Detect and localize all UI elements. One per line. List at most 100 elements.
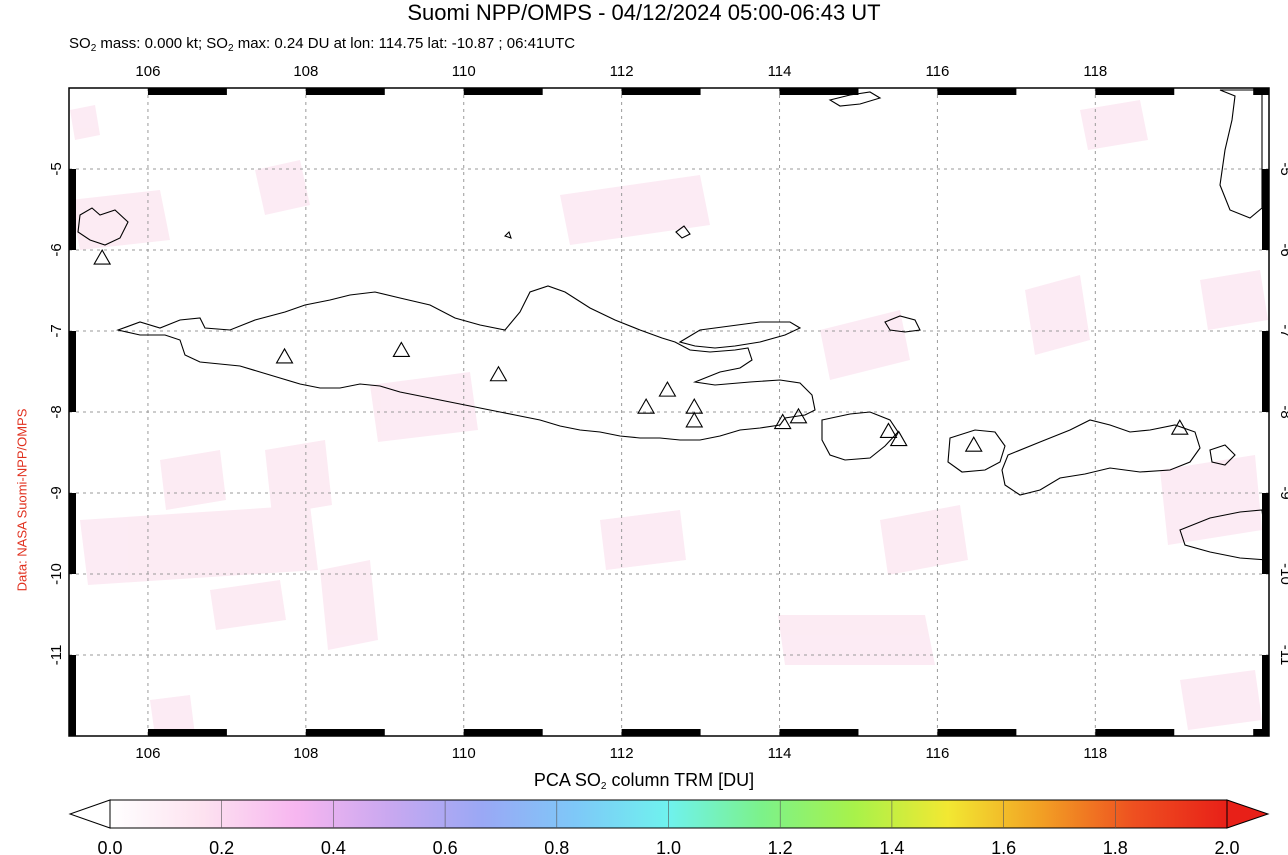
- volcano-triangle-icon: [789, 407, 808, 424]
- lon-tick-top: 106: [135, 63, 160, 80]
- volcano-triangle-icon: [879, 422, 898, 438]
- volcano-triangle-icon: [773, 413, 792, 430]
- frame-bar-right: [1262, 655, 1269, 736]
- coast-kalimantan-east: [1219, 89, 1263, 219]
- colorbar-title: PCA SO2 column TRM [DU]: [533, 770, 755, 792]
- frame-bar-top: [1095, 88, 1175, 95]
- lat-tick-left: -11: [48, 645, 65, 666]
- coast-komodo: [1209, 444, 1236, 466]
- frame-bar-bottom: [779, 729, 859, 736]
- volcano-triangle-icon: [889, 430, 908, 447]
- coast-bawean: [675, 225, 691, 239]
- plot-title: Suomi NPP/OMPS - 04/12/2024 05:00-06:43 …: [407, 0, 881, 25]
- coast-kangean: [884, 315, 921, 333]
- lat-tick-left: -8: [48, 405, 65, 418]
- coast-madura: [678, 321, 802, 349]
- lat-tick-left: -9: [48, 486, 65, 499]
- lon-tick-bottom: 114: [768, 745, 792, 762]
- volcano-triangle-icon: [489, 365, 508, 382]
- frame-bar-bottom: [621, 729, 701, 736]
- so2-summary: SO2 mass: 0.000 kt; SO2 max: 0.24 DU at …: [69, 35, 576, 54]
- lon-tick-top: 110: [452, 63, 476, 80]
- frame-bar-bottom: [147, 729, 227, 736]
- lat-tick-right: -6: [1277, 243, 1288, 256]
- colorbar: 0.0 0.2 0.4 0.6 0.8 1.0 1.2 1.4 1.6 1.8 2.0: [68, 799, 1270, 855]
- lon-tick-bottom: 108: [293, 745, 318, 762]
- lon-tick-bottom: 110: [452, 745, 476, 762]
- lat-tick-left: -10: [48, 563, 65, 585]
- lon-tick-top: 108: [293, 63, 318, 80]
- frame-bar-left: [69, 331, 76, 412]
- colorbar-tick-label: 0.6: [433, 838, 458, 855]
- colorbar-tick-label: 0.4: [321, 838, 346, 855]
- colorbar-tick-label: 1.8: [1103, 838, 1128, 855]
- colorbar-tick-label: 0.0: [97, 838, 122, 855]
- frame-bar-bottom: [937, 729, 1017, 736]
- lat-tick-right: -5: [1277, 162, 1288, 175]
- graticule: [69, 88, 1269, 736]
- lat-tick-right: -8: [1277, 405, 1288, 418]
- frame-bar-bottom: [305, 729, 385, 736]
- volcano-triangle-icon: [685, 411, 704, 428]
- frame-bar-left: [69, 655, 76, 736]
- lat-tick-left: -7: [48, 324, 65, 337]
- lon-tick-top: 112: [610, 63, 634, 80]
- so2-swath-patches: [70, 100, 1268, 736]
- frame-bar-bottom: [463, 729, 543, 736]
- lon-tick-top: 118: [1083, 63, 1107, 80]
- coast-karimunjawa: [503, 230, 512, 239]
- coast-sumbawa: [1001, 419, 1201, 496]
- colorbar-tick-label: 1.4: [879, 838, 904, 855]
- lat-tick-right: -10: [1277, 563, 1288, 585]
- colorbar-tick-label: 1.0: [656, 838, 681, 855]
- lon-tick-bottom: 112: [610, 745, 634, 762]
- frame-bar-right: [1262, 331, 1269, 412]
- lat-tick-right: -7: [1277, 324, 1288, 337]
- lon-tick-top: 116: [925, 63, 949, 80]
- coast-lombok: [947, 429, 1006, 473]
- lon-tick-bottom: 116: [925, 745, 949, 762]
- frame-bar-top: [937, 88, 1017, 95]
- frame-bar-left: [69, 493, 76, 574]
- volcano-markers: [93, 248, 1189, 452]
- frame-bar-top: [621, 88, 701, 95]
- frame-bar-left: [69, 169, 76, 250]
- coast-java: [116, 285, 816, 441]
- colorbar-tick-label: 0.2: [209, 838, 234, 855]
- colorbar-tick-label: 1.6: [991, 838, 1016, 855]
- frame-bar-right: [1262, 493, 1269, 574]
- lon-tick-top: 114: [768, 63, 792, 80]
- lat-tick-right: -9: [1277, 486, 1288, 499]
- coast-bali: [821, 411, 899, 461]
- volcano-triangle-icon: [275, 347, 294, 364]
- volcano-triangle-icon: [1170, 419, 1189, 435]
- colorbar-tick-label: 2.0: [1214, 838, 1239, 855]
- lat-tick-left: -5: [48, 162, 65, 175]
- frame-bar-top: [463, 88, 543, 95]
- colorbar-max-arrow: [1226, 799, 1270, 829]
- frame-bar-top: [1253, 88, 1269, 95]
- frame-bar-top: [305, 88, 385, 95]
- map-frame-bars: [69, 88, 1269, 736]
- frame-bar-right: [1262, 169, 1269, 250]
- frame-bar-bottom: [1095, 729, 1175, 736]
- colorbar-tick-label: 1.2: [768, 838, 793, 855]
- frame-bar-top: [147, 88, 227, 95]
- colorbar-min-arrow: [68, 799, 111, 829]
- volcano-triangle-icon: [93, 248, 112, 265]
- volcano-triangle-icon: [964, 436, 983, 452]
- volcano-triangle-icon: [637, 398, 656, 414]
- volcano-triangle-icon: [392, 341, 411, 357]
- volcano-triangle-icon: [685, 398, 704, 414]
- coast-sumatra: [77, 207, 129, 246]
- volcano-triangle-icon: [658, 381, 677, 397]
- coastlines: [77, 89, 1269, 561]
- frame-bar-top: [779, 88, 859, 95]
- lat-tick-left: -6: [48, 243, 65, 256]
- lon-tick-bottom: 106: [135, 745, 160, 762]
- colorbar-tick-label: 0.8: [544, 838, 569, 855]
- frame-bar-bottom: [1253, 729, 1269, 736]
- lat-tick-right: -11: [1277, 645, 1288, 666]
- lon-tick-bottom: 118: [1083, 745, 1107, 762]
